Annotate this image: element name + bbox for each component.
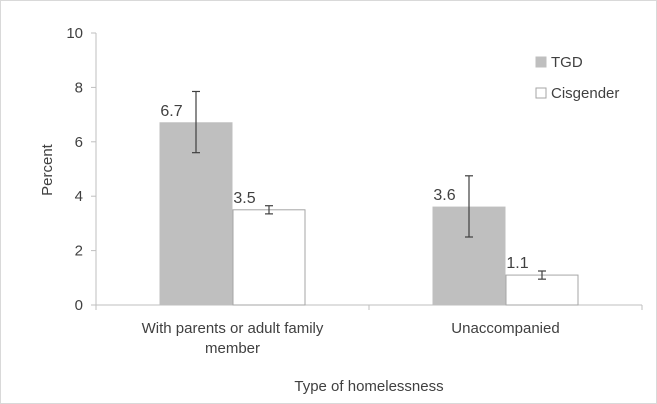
x-category-label: With parents or adult family member (142, 320, 324, 357)
y-tick-label: 8 (75, 79, 83, 96)
y-tick-label: 2 (75, 243, 83, 260)
data-label: 3.5 (233, 190, 255, 207)
legend-swatch-cisgender (535, 87, 547, 99)
x-axis-title: Type of homelessness (294, 378, 443, 395)
data-label: 6.7 (160, 103, 182, 120)
y-tick-label: 6 (75, 134, 83, 151)
legend: TGD Cisgender (535, 54, 619, 102)
legend-label-tgd: TGD (551, 54, 583, 71)
y-tick-label: 0 (75, 297, 83, 314)
axes-layer: 0 2 4 6 8 10 With parents or adult family membe… (66, 25, 643, 357)
legend-label-cisgender: Cisgender (551, 85, 619, 102)
y-tick-label: 4 (75, 188, 83, 205)
y-axis-title: Percent (39, 143, 56, 196)
error-bars-layer (192, 90, 546, 280)
legend-swatch-tgd (535, 56, 547, 68)
bar-cisgender-1 (232, 209, 306, 306)
data-label: 1.1 (506, 255, 528, 272)
y-tick-label: 10 (66, 25, 83, 42)
data-labels-layer: 6.7 3.5 3.6 1.1 (160, 103, 528, 272)
x-category-label: Unaccompanied (451, 320, 559, 337)
bars-layer (159, 122, 579, 306)
data-label: 3.6 (433, 187, 455, 204)
bar-cisgender-2 (505, 274, 579, 306)
